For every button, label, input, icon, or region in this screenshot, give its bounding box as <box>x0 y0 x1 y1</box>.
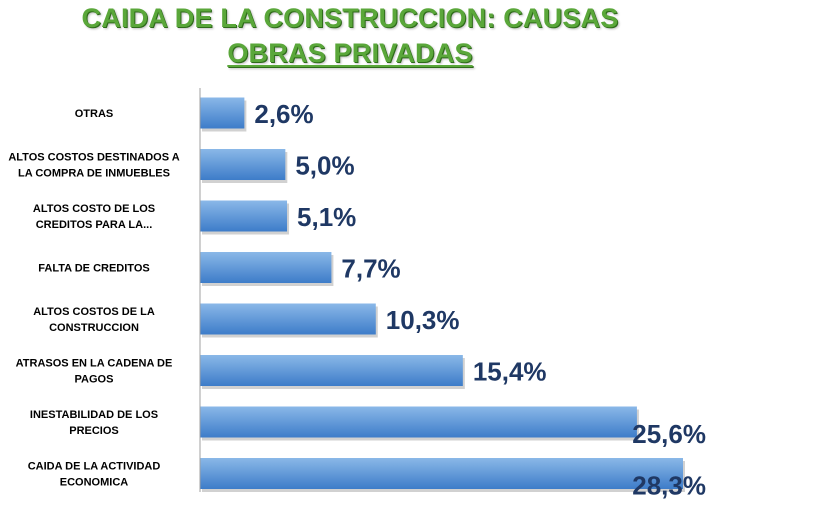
bar-5 <box>200 303 376 335</box>
category-label: ECONOMICA <box>60 477 129 489</box>
category-label: CONSTRUCCION <box>49 322 139 334</box>
bar-6 <box>200 355 463 386</box>
bar-4 <box>200 252 332 283</box>
labels-group: OTRAS 2,6% ALTOS COSTOS DESTINADOS A LA COM… <box>8 99 706 501</box>
bar-7 <box>200 406 637 438</box>
category-label: CREDITOS PARA LA... <box>36 219 153 231</box>
category-label: OTRAS <box>75 108 114 120</box>
data-label: 2,6% <box>254 99 313 129</box>
bar-2 <box>200 149 286 180</box>
bar-8 <box>200 458 683 489</box>
category-label: ALTOS COSTO DE LOS <box>33 203 155 215</box>
bars-group <box>200 97 685 492</box>
data-label: 28,3% <box>632 471 706 501</box>
data-label: 5,0% <box>295 151 354 181</box>
category-label: CAIDA DE LA ACTIVIDAD <box>28 461 161 473</box>
category-label: INESTABILIDAD DE LOS <box>30 409 158 421</box>
category-label: LA COMPRA DE INMUEBLES <box>18 168 170 180</box>
bar-1 <box>200 97 245 129</box>
data-label: 7,7% <box>341 254 400 284</box>
category-label: ATRASOS EN LA CADENA DE <box>16 358 173 370</box>
chart-title-line1: CAIDA DE LA CONSTRUCCION: CAUSAS <box>81 3 619 33</box>
category-label: ALTOS COSTOS DE LA <box>33 306 155 318</box>
category-label: PAGOS <box>75 374 114 386</box>
category-label: FALTA DE CREDITOS <box>38 263 149 275</box>
data-label: 10,3% <box>386 305 460 335</box>
category-label: ALTOS COSTOS DESTINADOS A <box>8 152 179 164</box>
data-label: 25,6% <box>632 419 706 449</box>
data-label: 5,1% <box>297 202 356 232</box>
data-label: 15,4% <box>473 357 547 387</box>
chart-title-line2: OBRAS PRIVADAS <box>227 38 473 68</box>
bar-3 <box>200 200 288 232</box>
category-label: PRECIOS <box>69 425 119 437</box>
